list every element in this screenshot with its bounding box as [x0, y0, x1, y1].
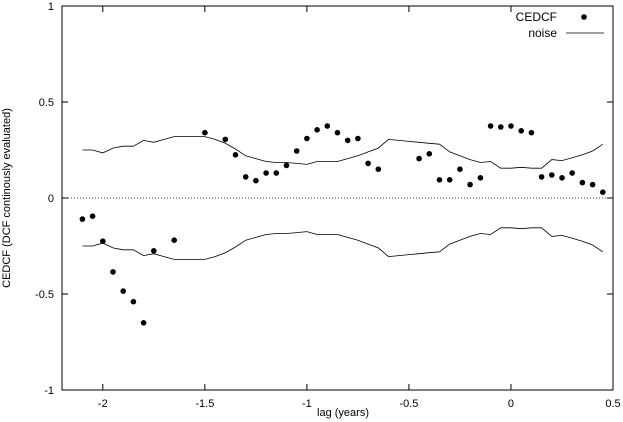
cedcf-point: [498, 124, 504, 130]
x-tick-label: -1: [302, 398, 312, 410]
y-tick-label: 1: [48, 1, 54, 13]
cedcf-point: [457, 166, 463, 172]
noise-line-upper: [82, 136, 604, 169]
x-tick-label: -0.5: [399, 398, 418, 410]
cedcf-point: [202, 129, 208, 136]
cedcf-point: [375, 166, 382, 172]
cedcf-point: [589, 181, 596, 188]
cedcf-point: [467, 181, 473, 188]
y-tick-label: 0: [48, 193, 54, 205]
cedcf-point: [283, 162, 290, 169]
y-tick-label: -1: [44, 385, 54, 397]
cedcf-point: [569, 170, 575, 176]
cedcf-points: [79, 123, 606, 326]
cedcf-point: [334, 129, 341, 136]
cedcf-point: [579, 179, 586, 186]
cedcf-point: [314, 127, 320, 133]
cedcf-point: [293, 148, 300, 154]
cedcf-point: [477, 175, 484, 181]
cedcf-point: [528, 129, 535, 136]
cedcf-point: [273, 170, 280, 176]
cedcf-point: [304, 135, 310, 142]
cedcf-point: [140, 320, 147, 326]
cedcf-point: [549, 172, 555, 178]
cedcf-point: [446, 177, 453, 183]
axis-tick-labels: -2 -1.5 -1 -0.5 0 0.5 -1 -0.5 0 0.5 1: [35, 1, 621, 410]
cedcf-point: [151, 248, 157, 254]
x-tick-label: 0.5: [605, 398, 620, 410]
cedcf-point: [436, 177, 443, 183]
x-axis-label: lag (years): [317, 407, 369, 419]
noise-lines: [82, 136, 604, 260]
cedcf-point: [538, 174, 545, 180]
cedcf-point: [416, 155, 422, 162]
cedcf-point: [426, 151, 433, 157]
cedcf-point: [222, 136, 229, 143]
cedcf-point: [365, 160, 371, 167]
cedcf-point: [600, 189, 606, 195]
cedcf-point: [508, 123, 514, 129]
legend-marker-cedcf: [581, 14, 587, 20]
cedcf-point: [79, 216, 86, 222]
cedcf-point: [120, 288, 126, 294]
cedcf-point: [518, 128, 524, 134]
cedcf-point: [89, 213, 96, 219]
cedcf-point: [171, 237, 177, 243]
cedcf-point: [130, 298, 137, 305]
cedcf-point: [344, 137, 351, 144]
y-tick-label: 0.5: [39, 97, 54, 109]
x-tick-label: 0: [508, 398, 514, 410]
x-tick-label: -2: [98, 398, 108, 410]
cedcf-point: [355, 135, 361, 142]
y-axis-label: CEDCF (DCF continously evaluated): [1, 108, 13, 288]
cedcf-point: [487, 123, 494, 129]
cedcf-point: [263, 170, 269, 176]
plot-frame: [61, 5, 614, 391]
noise-line-lower: [82, 227, 604, 260]
cedcf-point: [100, 238, 106, 244]
legend: CEDCF noise: [516, 10, 604, 40]
cedcf-point: [242, 174, 249, 180]
legend-label-noise: noise: [528, 26, 557, 40]
cedcf-point: [253, 177, 259, 184]
cedcf-point: [324, 123, 331, 129]
cedcf-point: [559, 175, 565, 181]
cedcf-point: [232, 152, 239, 158]
x-tick-label: -1.5: [195, 398, 214, 410]
cedcf-point: [110, 269, 116, 275]
y-tick-label: -0.5: [35, 289, 54, 301]
legend-label-cedcf: CEDCF: [516, 10, 557, 24]
